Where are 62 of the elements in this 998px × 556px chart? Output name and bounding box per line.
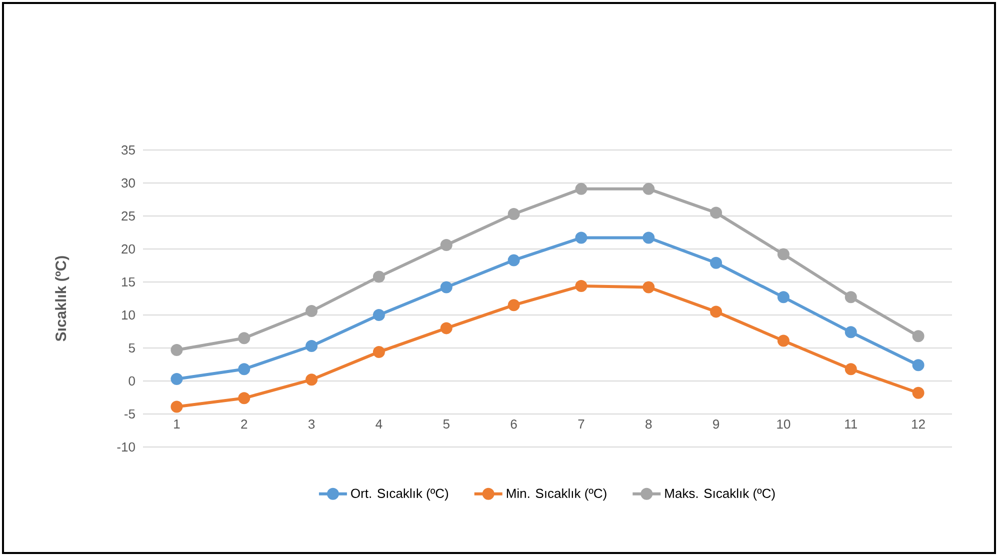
point bbox=[306, 374, 318, 386]
point bbox=[912, 330, 924, 342]
x-tick-label: 3 bbox=[308, 420, 315, 429]
x-tick-label: 9 bbox=[713, 420, 720, 429]
point bbox=[777, 291, 790, 304]
y-tick-label: 30 bbox=[122, 178, 135, 188]
point bbox=[238, 392, 250, 404]
point bbox=[306, 340, 318, 352]
x-tick-label: 10 bbox=[777, 420, 790, 429]
point bbox=[170, 400, 183, 413]
point bbox=[844, 363, 857, 376]
point bbox=[777, 248, 790, 260]
point bbox=[238, 363, 250, 376]
point bbox=[372, 308, 385, 321]
point bbox=[575, 280, 588, 292]
point bbox=[508, 208, 520, 220]
x-tick-label: 8 bbox=[646, 420, 652, 429]
point bbox=[642, 182, 655, 195]
x-tick-label: 11 bbox=[845, 420, 857, 428]
y-tick-label: -5 bbox=[124, 409, 135, 419]
point bbox=[710, 206, 722, 219]
point bbox=[306, 305, 318, 318]
x-tick-label: 7 bbox=[578, 420, 584, 428]
x-tick-label: 12 bbox=[912, 420, 925, 429]
y-tick-label: 20 bbox=[122, 244, 135, 254]
point bbox=[575, 182, 588, 195]
point bbox=[777, 334, 790, 347]
y-tick-label: 15 bbox=[122, 277, 135, 287]
y-tick-label: 10 bbox=[122, 310, 135, 320]
point bbox=[912, 386, 924, 399]
point bbox=[912, 359, 924, 372]
x-tick-label: 5 bbox=[443, 420, 450, 429]
y-tick-label: 25 bbox=[122, 211, 135, 221]
point bbox=[642, 232, 655, 244]
x-tick-label: 1 bbox=[174, 420, 180, 428]
point bbox=[440, 281, 452, 294]
x-tick-label: 6 bbox=[510, 420, 517, 429]
point bbox=[844, 291, 857, 304]
point bbox=[170, 373, 183, 386]
point bbox=[238, 332, 250, 344]
point bbox=[710, 306, 722, 318]
legend-label: Maks. Sıcaklık (ºC) bbox=[665, 488, 775, 501]
y-tick-label: 0 bbox=[128, 376, 135, 386]
point bbox=[372, 270, 385, 283]
point bbox=[170, 344, 183, 356]
x-tick-label: 4 bbox=[376, 420, 382, 428]
point bbox=[844, 326, 857, 338]
point bbox=[575, 232, 588, 244]
point bbox=[710, 256, 722, 269]
point bbox=[440, 239, 452, 252]
point bbox=[372, 346, 385, 358]
point bbox=[508, 299, 520, 312]
point bbox=[642, 281, 655, 294]
y-tick-label: 5 bbox=[128, 343, 135, 353]
point bbox=[508, 254, 520, 266]
y-axis-title: Sıcaklık (ºC) bbox=[55, 256, 70, 342]
legend-label: Min. Sıcaklık (ºC) bbox=[506, 488, 606, 501]
x-tick-label: 2 bbox=[241, 420, 248, 429]
y-tick-label: -10 bbox=[117, 442, 135, 452]
point bbox=[440, 322, 452, 334]
y-tick-label: 35 bbox=[122, 145, 135, 155]
legend-label: Ort. Sıcaklık (ºC) bbox=[351, 488, 448, 501]
